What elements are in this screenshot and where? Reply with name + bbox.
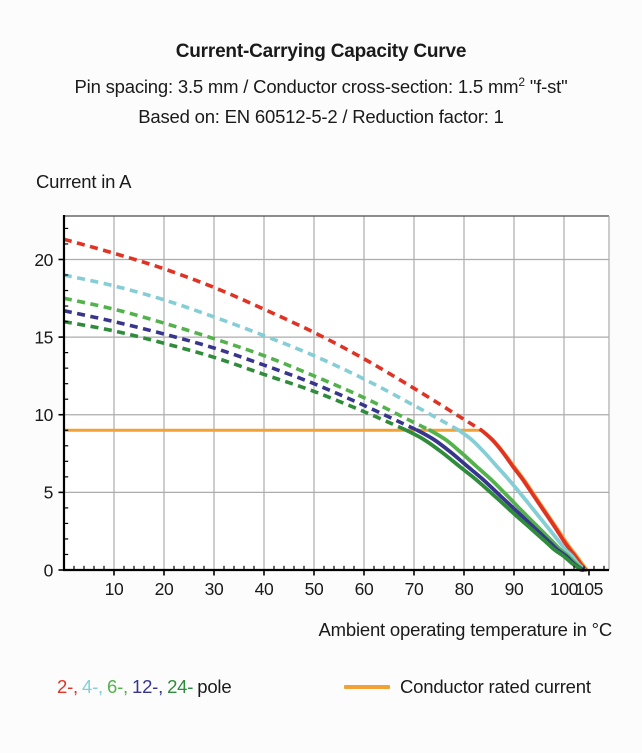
plot-frame <box>64 215 610 570</box>
x-tick-label-90: 90 <box>505 579 524 599</box>
legend-pole-suffix: pole <box>197 676 232 697</box>
x-tick-label-40: 40 <box>255 579 274 599</box>
rated-current-line-swatch <box>344 685 390 689</box>
gridlines <box>64 216 609 570</box>
x-axis-title: Ambient operating temperature in °C <box>318 619 613 640</box>
y-tick-label-10: 10 <box>34 405 53 425</box>
chart-basis-line: Based on: EN 60512-5-2 / Reduction facto… <box>138 106 504 128</box>
x-tick-label-20: 20 <box>155 579 174 599</box>
x-tick-label-30: 30 <box>205 579 224 599</box>
chart-title: Current-Carrying Capacity Curve <box>175 41 467 62</box>
legend-pole-4: 4-, <box>82 676 103 697</box>
y-tick-label-20: 20 <box>34 250 53 270</box>
chart-subtitle: Pin spacing: 3.5 mm / Conductor cross-se… <box>0 67 642 102</box>
subtitle-tail: "f-st" <box>524 76 568 98</box>
x-tick-label-10: 10 <box>105 579 124 599</box>
axis-ticks <box>58 227 605 576</box>
legend-pole-12: 12-, <box>132 676 164 697</box>
x-tick-label-80: 80 <box>455 579 474 599</box>
y-tick-label-15: 15 <box>34 327 53 347</box>
subtitle-text: Pin spacing: 3.5 mm / Conductor cross-se… <box>74 76 519 98</box>
figure-header: Current-Carrying Capacity Curve Pin spac… <box>0 37 642 132</box>
legend-pole-6: 6-, <box>107 676 128 697</box>
x-tick-label-60: 60 <box>355 579 374 599</box>
rated-current-label: Conductor rated current <box>400 676 591 697</box>
series-2-pole <box>63 237 588 572</box>
legend-pole-24: 24- <box>167 676 194 697</box>
x-tick-label-100: 100 <box>550 579 579 599</box>
legend-pole-2: 2-, <box>57 676 78 697</box>
legend-poles: 2-, 4-, 6-, 12-, 24- pole <box>57 676 235 698</box>
y-tick-label-5: 5 <box>44 483 53 503</box>
x-tick-label-70: 70 <box>405 579 424 599</box>
y-axis-title: Current in A <box>36 171 132 192</box>
series-24-pole <box>63 319 583 572</box>
x-tick-label-105: 105 <box>575 579 603 599</box>
y-tick-label-0: 0 <box>44 560 54 580</box>
subtitle-superscript: 2 <box>518 75 525 89</box>
legend-rated-current: Conductor rated current <box>344 676 591 698</box>
x-tick-label-50: 50 <box>305 579 324 599</box>
